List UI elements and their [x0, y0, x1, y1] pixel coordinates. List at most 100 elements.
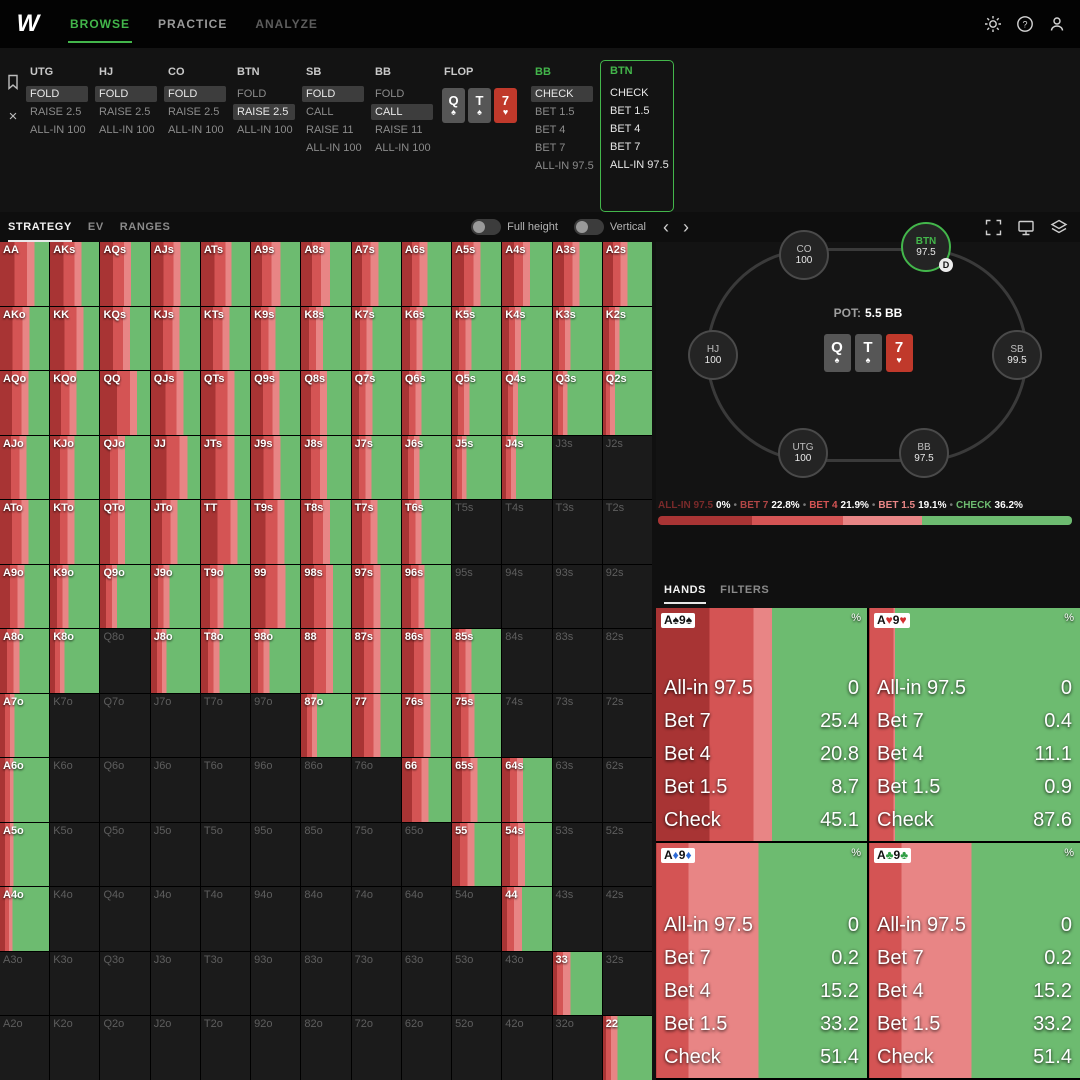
matrix-cell-J4s[interactable]: J4s — [502, 435, 552, 500]
matrix-cell-64s[interactable]: 64s — [502, 758, 552, 822]
tab-filters[interactable]: FILTERS — [720, 584, 770, 596]
matrix-cell-J8o[interactable]: J8o — [150, 629, 200, 693]
matrix-cell-A6o[interactable]: A6o — [0, 758, 50, 822]
matrix-cell-Q6o[interactable]: Q6o — [100, 758, 150, 822]
matrix-cell-Q2o[interactable]: Q2o — [100, 1016, 150, 1080]
matrix-cell-K2s[interactable]: K2s — [602, 306, 652, 371]
matrix-cell-T7o[interactable]: T7o — [200, 693, 251, 758]
matrix-cell-A3s[interactable]: A3s — [552, 242, 602, 306]
matrix-cell-J7o[interactable]: J7o — [150, 693, 200, 758]
matrix-cell-ATo[interactable]: ATo — [0, 500, 50, 564]
history-action[interactable]: ALL-IN 100 — [168, 124, 224, 136]
matrix-cell-K7o[interactable]: K7o — [50, 693, 100, 758]
matrix-cell-J9s[interactable]: J9s — [251, 435, 301, 500]
matrix-cell-KJs[interactable]: KJs — [150, 306, 200, 371]
matrix-cell-54s[interactable]: 54s — [502, 822, 552, 887]
matrix-cell-88[interactable]: 88 — [301, 629, 351, 693]
matrix-cell-K7s[interactable]: K7s — [351, 306, 401, 371]
tab-browse[interactable]: BROWSE — [56, 0, 144, 48]
matrix-cell-KTo[interactable]: KTo — [50, 500, 100, 564]
matrix-cell-75o[interactable]: 75o — [351, 822, 401, 887]
vertical-toggle[interactable] — [573, 219, 604, 235]
matrix-cell-T5s[interactable]: T5s — [452, 500, 502, 564]
matrix-cell-T4o[interactable]: T4o — [200, 887, 251, 951]
matrix-cell-92s[interactable]: 92s — [602, 564, 652, 629]
matrix-cell-43s[interactable]: 43s — [552, 887, 602, 951]
display-icon[interactable] — [1017, 218, 1035, 236]
matrix-cell-J5s[interactable]: J5s — [452, 435, 502, 500]
matrix-cell-97s[interactable]: 97s — [351, 564, 401, 629]
matrix-cell-65o[interactable]: 65o — [401, 822, 452, 887]
matrix-cell-T8s[interactable]: T8s — [301, 500, 351, 564]
matrix-cell-T9s[interactable]: T9s — [251, 500, 301, 564]
matrix-cell-74s[interactable]: 74s — [502, 693, 552, 758]
matrix-cell-Q3o[interactable]: Q3o — [100, 951, 150, 1016]
matrix-cell-95o[interactable]: 95o — [251, 822, 301, 887]
matrix-cell-J8s[interactable]: J8s — [301, 435, 351, 500]
matrix-cell-52o[interactable]: 52o — [452, 1016, 502, 1080]
matrix-cell-A7s[interactable]: A7s — [351, 242, 401, 306]
matrix-cell-J2o[interactable]: J2o — [150, 1016, 200, 1080]
bookmark-icon[interactable] — [6, 74, 20, 95]
tab-analyze[interactable]: ANALYZE — [255, 17, 318, 31]
matrix-cell-AKo[interactable]: AKo — [0, 306, 50, 371]
seat-bb[interactable]: BB 97.5 — [899, 428, 949, 478]
matrix-cell-K3s[interactable]: K3s — [552, 306, 602, 371]
history-action[interactable]: ALL-IN 100 — [99, 124, 155, 136]
seat-btn[interactable]: BTN 97.5 D — [901, 222, 953, 272]
matrix-cell-A8o[interactable]: A8o — [0, 629, 50, 693]
matrix-cell-AQs[interactable]: AQs — [100, 242, 150, 306]
matrix-cell-Q8o[interactable]: Q8o — [100, 629, 150, 693]
matrix-cell-T3s[interactable]: T3s — [552, 500, 602, 564]
matrix-cell-K6o[interactable]: K6o — [50, 758, 100, 822]
history-action[interactable]: BET 7 — [610, 141, 641, 153]
matrix-cell-TT[interactable]: TT — [200, 500, 251, 564]
matrix-cell-A5o[interactable]: A5o — [0, 822, 50, 887]
matrix-cell-J3o[interactable]: J3o — [150, 951, 200, 1016]
matrix-cell-55[interactable]: 55 — [452, 822, 502, 887]
matrix-cell-K5o[interactable]: K5o — [50, 822, 100, 887]
matrix-cell-85s[interactable]: 85s — [452, 629, 502, 693]
matrix-cell-K2o[interactable]: K2o — [50, 1016, 100, 1080]
matrix-cell-K5s[interactable]: K5s — [452, 306, 502, 371]
matrix-cell-Q5s[interactable]: Q5s — [452, 371, 502, 435]
matrix-cell-72o[interactable]: 72o — [351, 1016, 401, 1080]
matrix-cell-Q8s[interactable]: Q8s — [301, 371, 351, 435]
history-action[interactable]: BET 4 — [535, 124, 566, 136]
matrix-cell-42s[interactable]: 42s — [602, 887, 652, 951]
matrix-cell-T5o[interactable]: T5o — [200, 822, 251, 887]
matrix-cell-84s[interactable]: 84s — [502, 629, 552, 693]
matrix-cell-63o[interactable]: 63o — [401, 951, 452, 1016]
history-action[interactable]: BET 1.5 — [610, 105, 650, 117]
matrix-cell-KQo[interactable]: KQo — [50, 371, 100, 435]
history-action[interactable]: ALL-IN 100 — [237, 124, 293, 136]
history-action[interactable]: FOLD — [237, 88, 267, 100]
matrix-cell-A7o[interactable]: A7o — [0, 693, 50, 758]
matrix-cell-A4s[interactable]: A4s — [502, 242, 552, 306]
matrix-cell-A2o[interactable]: A2o — [0, 1016, 50, 1080]
matrix-cell-A6s[interactable]: A6s — [401, 242, 452, 306]
matrix-cell-ATs[interactable]: ATs — [200, 242, 251, 306]
history-action[interactable]: CALL — [371, 104, 433, 120]
matrix-cell-92o[interactable]: 92o — [251, 1016, 301, 1080]
matrix-cell-86s[interactable]: 86s — [401, 629, 452, 693]
matrix-cell-63s[interactable]: 63s — [552, 758, 602, 822]
matrix-cell-J2s[interactable]: J2s — [602, 435, 652, 500]
history-action[interactable]: ALL-IN 100 — [306, 142, 362, 154]
matrix-cell-K4o[interactable]: K4o — [50, 887, 100, 951]
seat-sb[interactable]: SB 99.5 — [992, 330, 1042, 380]
matrix-cell-98o[interactable]: 98o — [251, 629, 301, 693]
matrix-cell-K8o[interactable]: K8o — [50, 629, 100, 693]
matrix-cell-J3s[interactable]: J3s — [552, 435, 602, 500]
history-action[interactable]: ALL-IN 100 — [375, 142, 431, 154]
matrix-cell-64o[interactable]: 64o — [401, 887, 452, 951]
matrix-cell-93o[interactable]: 93o — [251, 951, 301, 1016]
history-action[interactable]: RAISE 2.5 — [99, 106, 151, 118]
matrix-cell-32s[interactable]: 32s — [602, 951, 652, 1016]
matrix-cell-99[interactable]: 99 — [251, 564, 301, 629]
matrix-cell-J4o[interactable]: J4o — [150, 887, 200, 951]
history-action[interactable]: ALL-IN 100 — [30, 124, 86, 136]
matrix-cell-33[interactable]: 33 — [552, 951, 602, 1016]
history-action[interactable]: CALL — [306, 106, 334, 118]
seat-hj[interactable]: HJ 100 — [688, 330, 738, 380]
